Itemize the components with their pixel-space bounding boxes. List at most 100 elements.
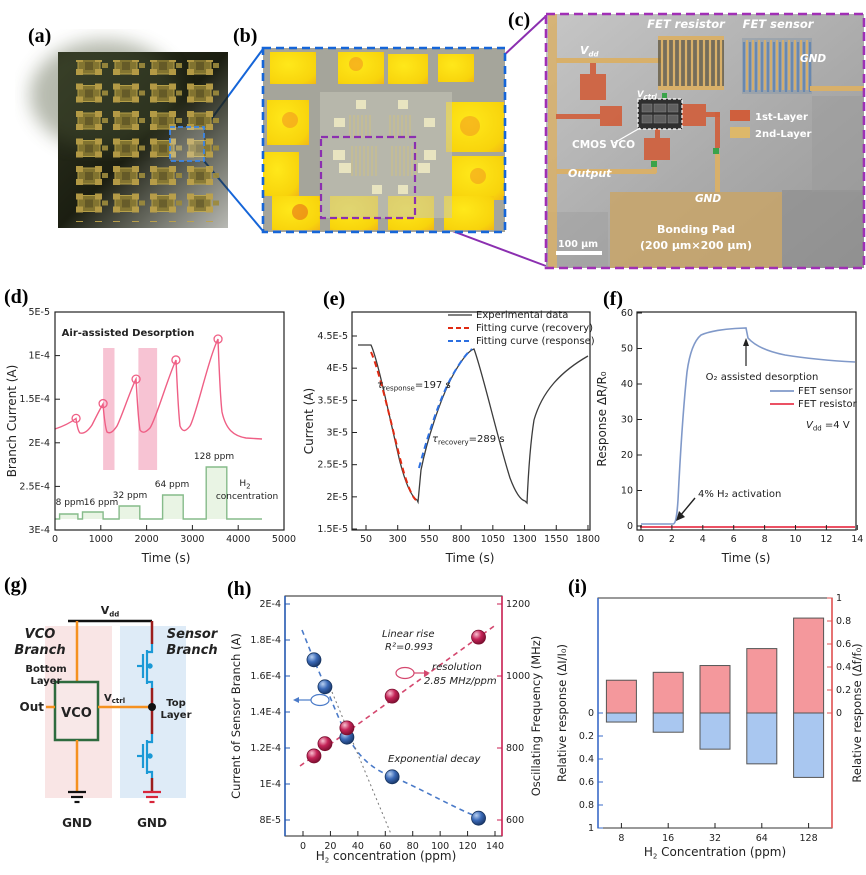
tick-label: 800 — [506, 743, 524, 754]
h-red-annotations: Linear rise R²=0.993 resolution 2.85 MHz… — [382, 629, 497, 687]
tick-label: 8 — [618, 833, 624, 844]
fet-resistor-label: FET resistor — [647, 17, 726, 31]
fet-sensor-structure — [742, 38, 864, 94]
sem-image: FET resistor FET sensor Vdd GND Vctrl CM… — [546, 14, 864, 268]
vco-region-dashed-box — [319, 135, 417, 220]
gold-edge-trace — [548, 14, 557, 268]
vdd-label: Vdd — [580, 44, 600, 59]
g-gnd-right-label: GND — [137, 816, 167, 830]
svg-text:128 ppm: 128 ppm — [194, 452, 234, 462]
svg-text:32 ppm: 32 ppm — [113, 491, 148, 501]
f-desorption-annotation: O₂ assisted desorption — [706, 372, 819, 383]
tick-label: 4000 — [226, 534, 250, 545]
tick-label: 10 — [789, 534, 801, 545]
tick-label: 0 — [836, 708, 842, 719]
tick-label: 8 — [762, 534, 768, 545]
peak-marker — [71, 413, 81, 424]
d-xlabel: Time (s) — [141, 551, 191, 565]
h-right-axis-pointer — [395, 666, 430, 680]
micrograph-dashed-border — [261, 46, 507, 234]
tick-label: 0 — [588, 708, 594, 719]
frequency-data-point — [384, 688, 400, 704]
svg-text:Branch: Branch — [14, 643, 65, 658]
tick-label: 1 — [836, 593, 842, 604]
panel-h: (h) Linear rise R²=0.993 resolution 2.85… — [227, 578, 543, 865]
bonding-pad — [610, 192, 782, 268]
vco-pointer-line — [613, 127, 641, 144]
tick-label: 3E-4 — [28, 525, 50, 536]
scale-bar — [556, 251, 602, 255]
fet-resistor-structure — [658, 36, 724, 90]
tick-label: 0.6 — [836, 639, 851, 650]
svg-text:Fitting curve (response): Fitting curve (response) — [476, 336, 595, 347]
tick-label: 1.4E-4 — [250, 707, 281, 718]
legend-label-1st-layer: 1st-Layer — [755, 112, 808, 123]
highlight-region — [170, 127, 204, 161]
tick-label: 40 — [621, 379, 633, 390]
tick-label: 100 — [431, 841, 449, 852]
interdigitated-combs — [349, 115, 417, 176]
panel-b-label: (b) — [233, 25, 257, 47]
current-response-bar — [746, 712, 778, 765]
tick-label: 2E-4 — [28, 438, 50, 449]
panel-e: (e) Experimental data Fitting curve (rec… — [302, 288, 595, 565]
vctrl-node — [148, 703, 156, 711]
tick-label: 0.6 — [579, 777, 594, 788]
tick-label: 3E-5 — [326, 428, 348, 439]
tick-label: 0.8 — [579, 800, 594, 811]
tick-label: 550 — [420, 534, 438, 545]
tick-label: 1.5E-5 — [317, 524, 348, 535]
tick-label: 1.5E-4 — [19, 394, 50, 405]
svg-text:Layer: Layer — [160, 710, 191, 721]
tick-label: 80 — [407, 841, 419, 852]
tick-label: 5000 — [272, 534, 296, 545]
g-vctrl-label: Vctrl — [104, 693, 125, 705]
via-dot-1 — [713, 148, 719, 154]
i-xlabel: H2 Concentration (ppm) — [644, 845, 786, 861]
tick-label: 1E-4 — [259, 779, 281, 790]
tick-label: 6 — [731, 534, 737, 545]
tick-label: 0.8 — [836, 616, 851, 627]
tick-label: 1.2E-4 — [250, 743, 281, 754]
cmos-vco-block — [637, 98, 683, 130]
tick-label: 1050 — [481, 534, 505, 545]
e-legend: Experimental data Fitting curve (recover… — [448, 310, 595, 347]
f-vdd-annotation: Vdd =4 V — [806, 420, 850, 433]
tau-response-annotation: τresponse=197 s — [377, 380, 451, 393]
tick-label: 1.6E-4 — [250, 671, 281, 682]
current-data-point — [471, 810, 486, 826]
panel-c-label: (c) — [508, 9, 530, 31]
current-response-bar — [793, 712, 825, 778]
g-gnd-left-label: GND — [62, 816, 92, 830]
tick-label: 2 — [669, 534, 675, 545]
tick-label: 1200 — [506, 599, 530, 610]
tick-label: 3000 — [180, 534, 204, 545]
svg-text:2.85 MHz/ppm: 2.85 MHz/ppm — [424, 676, 497, 687]
die-grid — [72, 60, 222, 222]
frequency-data-point — [471, 629, 486, 645]
h2-pulse-fill — [55, 467, 262, 519]
panel-i-label: (i) — [568, 576, 587, 598]
vco-box — [53, 680, 100, 742]
tick-label: 1.8E-4 — [250, 635, 281, 646]
tick-label: 1300 — [512, 534, 536, 545]
h-xlabel: H2 concentration (ppm) — [316, 849, 457, 865]
tick-label: 300 — [389, 534, 407, 545]
d-pulse-labels: 8 ppm 16 ppm 32 ppm 64 ppm 128 ppm H2 co… — [56, 452, 279, 508]
peak-marker — [131, 374, 141, 384]
h2-pulse-line — [55, 466, 262, 520]
desorption-band-2 — [138, 348, 158, 470]
tick-label: 2.5E-4 — [19, 481, 50, 492]
tick-label: 30 — [621, 415, 633, 426]
via-dot-3 — [662, 93, 667, 98]
tick-label: 1000 — [89, 534, 113, 545]
legend-label-2nd-layer: 2nd-Layer — [755, 129, 811, 140]
vctrl-label: Vctrl — [637, 90, 658, 101]
bonding-pad-label: Bonding Pad — [657, 223, 735, 236]
h-ylabel-right: Oscillating Frequency (MHz) — [529, 636, 543, 797]
branch-current-curve — [54, 338, 263, 440]
d-h2-label: H2 — [239, 479, 250, 491]
